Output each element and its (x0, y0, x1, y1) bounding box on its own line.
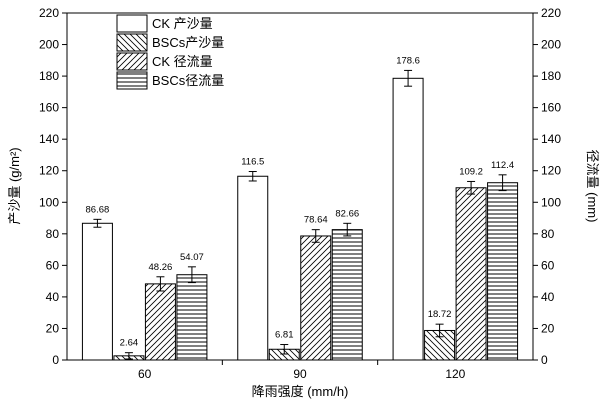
bar (487, 182, 519, 361)
y-right-tick-label: 80 (541, 227, 555, 241)
y-right-tick-label: 160 (541, 101, 561, 115)
bar (176, 274, 208, 361)
bar-series-group: 86.68 116.5 178.6 2.64 6.81 18.72 48.26 78.64 10… (81, 55, 519, 361)
y-axis-right: 0 20 40 60 80 100 120 140 160 180 200 220 (533, 6, 561, 367)
bar (331, 229, 363, 361)
legend-label: BSCs径流量 (152, 73, 224, 88)
data-label: 116.5 (241, 157, 264, 168)
x-tick-label: 60 (138, 367, 152, 381)
legend-label: CK 产沙量 (152, 16, 213, 31)
y-left-tick-label: 100 (39, 195, 59, 209)
legend-swatch (116, 71, 148, 90)
y-left-tick-label: 140 (39, 132, 59, 146)
legend-label: CK 径流量 (152, 54, 213, 69)
y-left-tick-label: 20 (46, 321, 60, 335)
y-left-tick-label: 220 (39, 6, 59, 20)
data-label: 48.26 (149, 262, 173, 273)
data-label: 78.64 (304, 215, 328, 226)
y-left-tick-label: 80 (46, 227, 60, 241)
y-axis-right-title: 径流量 (mm) (585, 150, 600, 223)
y-left-tick-label: 60 (46, 258, 60, 272)
y-left-tick-label: 180 (39, 69, 59, 83)
bar (300, 235, 332, 361)
y-axis-left: 0 20 40 60 80 100 120 140 160 180 200 220 (39, 6, 67, 367)
data-label: 54.07 (180, 252, 204, 263)
x-tick-label: 90 (293, 367, 307, 381)
y-axis-left-title: 产沙量 (g/m²) (7, 147, 22, 224)
data-label: 112.4 (491, 160, 514, 171)
legend-swatch (116, 14, 148, 33)
legend-swatch (116, 52, 148, 71)
bar (81, 222, 113, 361)
y-left-tick-label: 0 (52, 353, 59, 367)
bar (455, 187, 487, 361)
y-right-tick-label: 120 (541, 164, 561, 178)
data-label: 2.64 (120, 338, 139, 349)
data-label: 18.72 (428, 309, 452, 320)
y-left-tick-label: 160 (39, 101, 59, 115)
legend: CK 产沙量 BSCs产沙量 CK 径流量 BSCs径流量 (116, 14, 224, 90)
y-right-tick-label: 200 (541, 38, 561, 52)
legend-label: BSCs产沙量 (152, 35, 224, 50)
data-label: 86.68 (86, 204, 110, 215)
x-axis: 60 90 120 (138, 360, 466, 381)
y-right-tick-label: 0 (541, 353, 548, 367)
plot-frame (66, 12, 534, 361)
y-right-tick-label: 140 (541, 132, 561, 146)
legend-swatch (116, 33, 148, 52)
data-label: 6.81 (275, 330, 294, 341)
y-left-tick-label: 200 (39, 38, 59, 52)
bar (144, 283, 176, 361)
y-left-tick-label: 120 (39, 164, 59, 178)
data-label: 82.66 (335, 208, 359, 219)
y-right-tick-label: 100 (541, 195, 561, 209)
y-right-tick-label: 60 (541, 258, 555, 272)
y-right-tick-label: 40 (541, 290, 555, 304)
data-label: 109.2 (459, 166, 483, 177)
bar (237, 175, 269, 361)
y-right-tick-label: 180 (541, 69, 561, 83)
y-left-tick-label: 40 (46, 290, 60, 304)
x-axis-title: 降雨强度 (mm/h) (252, 384, 349, 399)
x-tick-label: 120 (445, 367, 465, 381)
bar (392, 77, 424, 361)
y-right-tick-label: 220 (541, 6, 561, 20)
data-label: 178.6 (396, 55, 420, 66)
y-right-tick-label: 20 (541, 321, 555, 335)
